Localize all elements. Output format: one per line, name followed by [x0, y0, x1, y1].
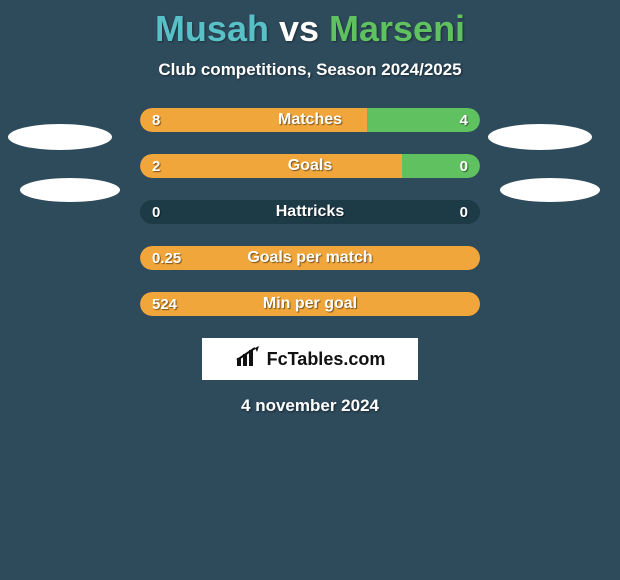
title-player1: Musah [155, 8, 269, 49]
bar-label: Goals per match [140, 246, 480, 270]
title-player2: Marseni [329, 8, 465, 49]
date-text: 4 november 2024 [0, 396, 620, 416]
bar-label: Goals [140, 154, 480, 178]
bar-label: Hattricks [140, 200, 480, 224]
subtitle: Club competitions, Season 2024/2025 [0, 60, 620, 80]
bar-label: Min per goal [140, 292, 480, 316]
comparison-infographic: Musah vs Marseni Club competitions, Seas… [0, 0, 620, 580]
stats-bars: 84Matches 20Goals 00Hattricks 0.25Goals per… [0, 108, 620, 316]
stat-bar-min-per-goal: 524Min per goal [140, 292, 480, 316]
brand-text: FcTables.com [267, 349, 386, 370]
page-title: Musah vs Marseni [0, 0, 620, 50]
title-vs: vs [269, 8, 329, 49]
stat-bar-hattricks: 00Hattricks [140, 200, 480, 224]
brand-box: FcTables.com [202, 338, 418, 380]
stat-bar-goals-per-match: 0.25Goals per match [140, 246, 480, 270]
brand-chart-icon [235, 346, 261, 373]
bar-label: Matches [140, 108, 480, 132]
stat-bar-matches: 84Matches [140, 108, 480, 132]
stat-bar-goals: 20Goals [140, 154, 480, 178]
